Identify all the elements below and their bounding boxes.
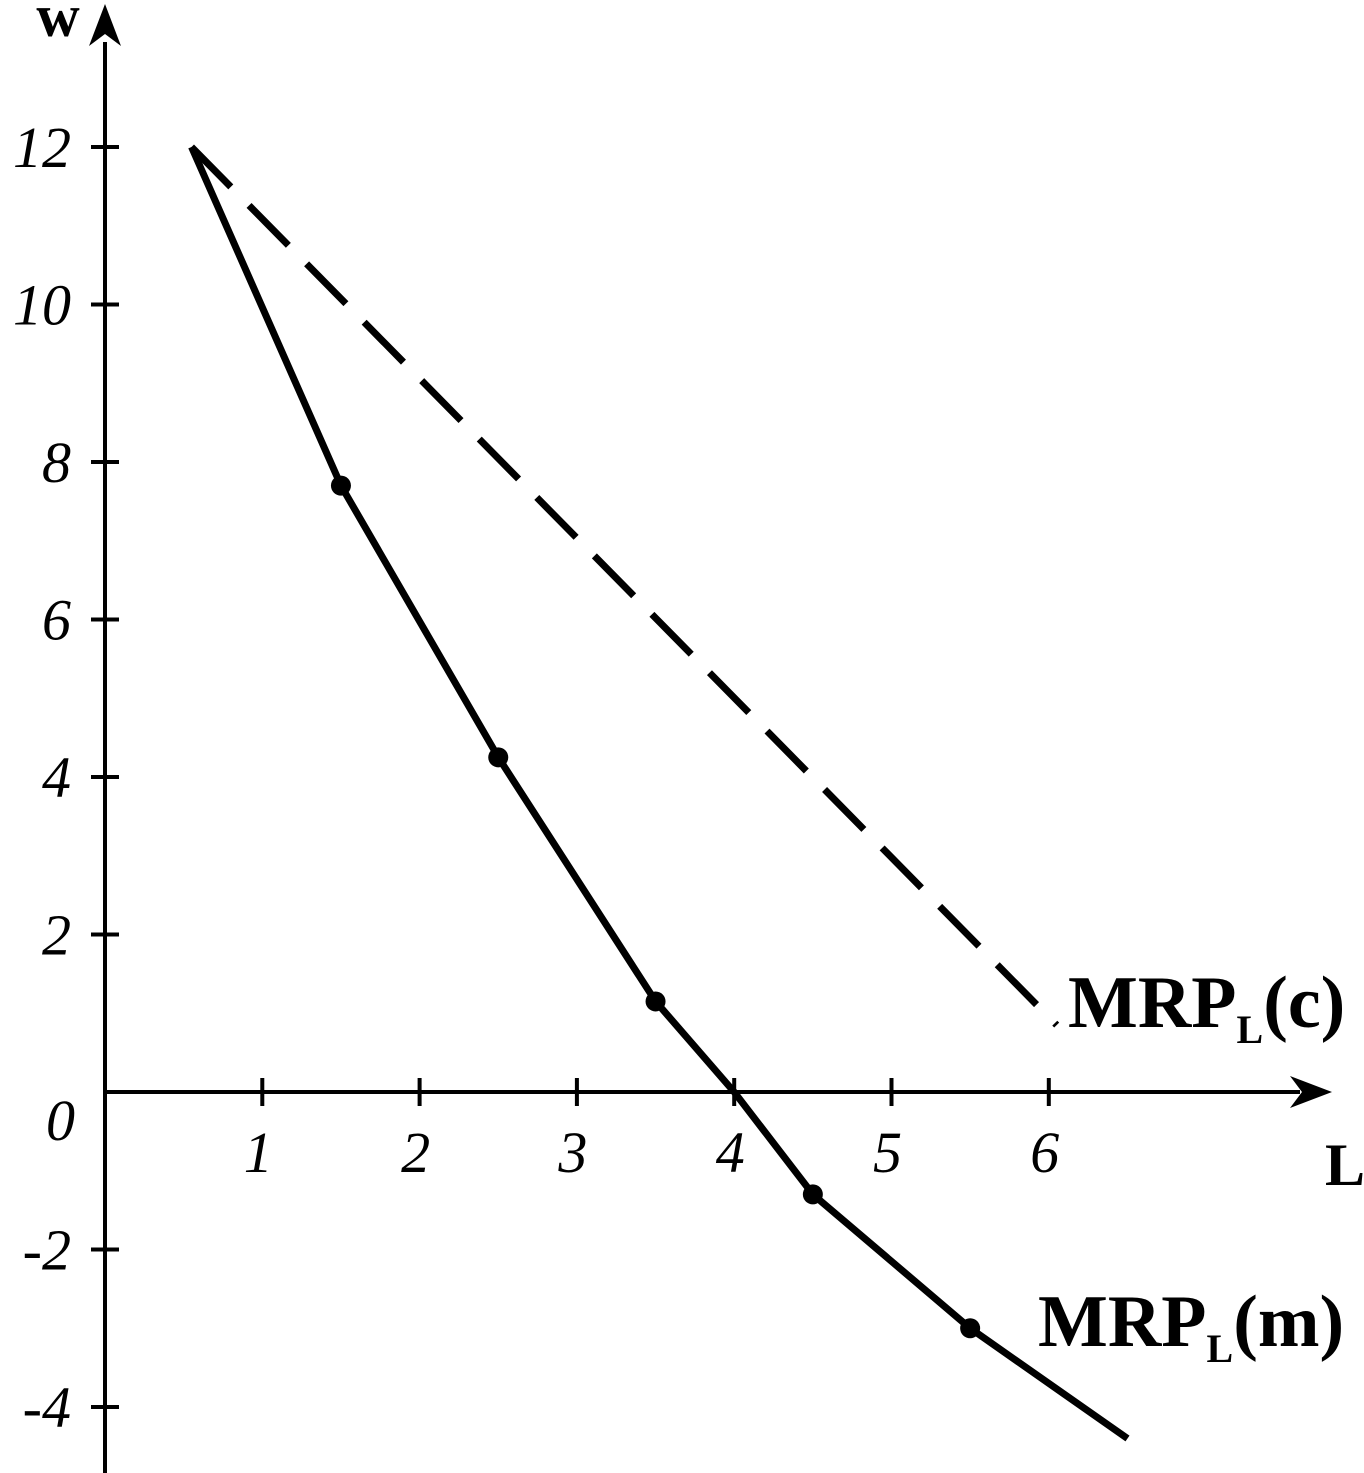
x-tick-label: 4 — [716, 1120, 745, 1185]
y-axis-title: w — [36, 0, 80, 49]
y-tick-label: 0 — [46, 1088, 75, 1153]
series-line-mrpl-c — [189, 144, 1060, 1028]
data-point — [802, 1184, 823, 1205]
series-label-mrpl-c: MRPL(c) — [1068, 962, 1345, 1052]
x-tick-label: 6 — [1030, 1120, 1059, 1185]
series-layer — [188, 144, 1130, 1442]
y-tick-label: 8 — [42, 430, 71, 495]
y-tick-label: 12 — [13, 115, 71, 180]
data-point — [645, 991, 666, 1012]
y-tick-label: -4 — [23, 1375, 71, 1440]
data-point — [488, 747, 509, 768]
series-label-mrpl-m: MRPL(m) — [1038, 1281, 1344, 1371]
series-line-mrpl-m — [188, 145, 1130, 1442]
x-tick-label: 2 — [401, 1120, 430, 1185]
data-point — [960, 1318, 981, 1339]
y-axis-arrow-icon — [89, 4, 121, 46]
y-tick-label: 4 — [42, 745, 71, 810]
y-tick-label: 10 — [13, 273, 71, 338]
x-tick-label: 1 — [244, 1120, 273, 1185]
x-axis-arrow-icon — [1290, 1076, 1332, 1108]
x-axis-title: L — [1325, 1132, 1364, 1198]
x-tick-label: 5 — [873, 1120, 902, 1185]
y-tick-label: 2 — [42, 903, 71, 968]
y-tick-label: -2 — [23, 1218, 71, 1283]
ticks — [91, 145, 1051, 1409]
data-point — [330, 475, 351, 496]
axes — [89, 4, 1332, 1473]
x-tick-label: 3 — [557, 1120, 587, 1185]
y-tick-label: 6 — [42, 588, 71, 653]
